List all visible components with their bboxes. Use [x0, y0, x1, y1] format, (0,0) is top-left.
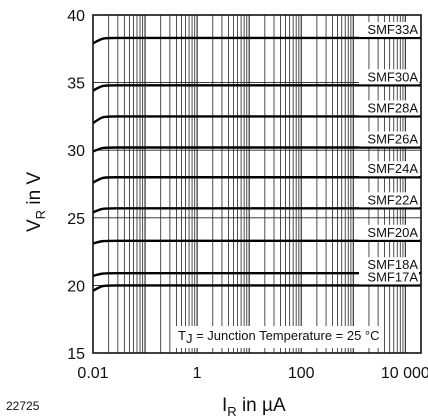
x-tick-label: 100 — [288, 365, 315, 382]
series-line-smf17a — [92, 284, 421, 292]
series-lines — [92, 36, 421, 292]
series-label-smf30a: SMF30A — [367, 69, 418, 84]
series-label-bg — [359, 269, 419, 285]
x-tick-label: 1 — [193, 365, 202, 382]
series-label-bg — [359, 69, 419, 85]
series-label-bg — [359, 131, 419, 147]
y-tick-label: 40 — [67, 8, 85, 25]
annotation-sub: J — [186, 331, 193, 346]
series-labels: SMF33A SMF30A SMF28A SMF26A SMF24A SMF22A SMF2… — [359, 21, 419, 285]
y-tick-label: 15 — [67, 346, 85, 363]
y-axis-label: VR in V — [24, 172, 48, 232]
x-axis-label-rest: in µA — [237, 395, 286, 416]
y-tick-label: 25 — [67, 211, 85, 228]
series-label-smf18a: SMF18A — [367, 257, 418, 272]
series-label-smf24a: SMF24A — [367, 161, 418, 176]
x-tick-label: 0.01 — [77, 365, 108, 382]
x-tick-label: 10 000 — [381, 365, 428, 382]
series-label-bg — [359, 21, 419, 37]
annotation-bg — [175, 326, 383, 348]
y-tick-label: 20 — [67, 278, 85, 295]
series-label-smf17a: SMF17A — [367, 269, 418, 284]
series-line-smf26a — [92, 146, 421, 153]
series-label-bg — [359, 192, 419, 208]
y-axis-label-rest: in V — [24, 172, 45, 210]
annotation-rest: = Junction Temperature = 25 °C — [192, 328, 379, 343]
series-line-smf33a — [92, 36, 421, 45]
x-tick-labels: 0.01 1 100 10 000 — [77, 365, 428, 382]
figure-id: 22725 — [6, 399, 40, 413]
series-line-smf24a — [92, 176, 421, 184]
series-label-smf33a: SMF33A — [367, 22, 418, 37]
junction-temperature-annotation: TJ = Junction Temperature = 25 °C — [178, 328, 380, 346]
series-line-smf18a — [92, 272, 421, 278]
series-label-bg — [359, 161, 419, 177]
series-line-smf20a — [92, 239, 421, 245]
y-tick-label: 35 — [67, 76, 85, 93]
series-label-bg — [359, 257, 419, 273]
series-line-smf28a — [92, 115, 421, 125]
series-label-bg — [359, 224, 419, 240]
x-axis-label: IR in µA — [222, 395, 286, 419]
plot-frame — [92, 14, 422, 354]
series-label-bg — [359, 100, 419, 116]
series-label-smf20a: SMF20A — [367, 225, 418, 240]
series-label-smf22a: SMF22A — [367, 192, 418, 207]
series-label-smf26a: SMF26A — [367, 131, 418, 146]
y-tick-labels: 15 20 25 30 35 40 — [67, 8, 85, 363]
y-axis-label-main: V — [24, 219, 45, 232]
series-label-smf28a: SMF28A — [367, 100, 418, 115]
series-line-smf30a — [92, 84, 421, 92]
y-tick-label: 30 — [67, 143, 85, 160]
annotation-main: T — [178, 328, 186, 343]
y-axis-label-sub: R — [33, 210, 48, 219]
x-axis-label-sub: R — [227, 404, 236, 419]
x-axis-label-main: I — [222, 395, 227, 416]
series-line-smf22a — [92, 207, 421, 214]
grid-minor — [108, 15, 406, 353]
